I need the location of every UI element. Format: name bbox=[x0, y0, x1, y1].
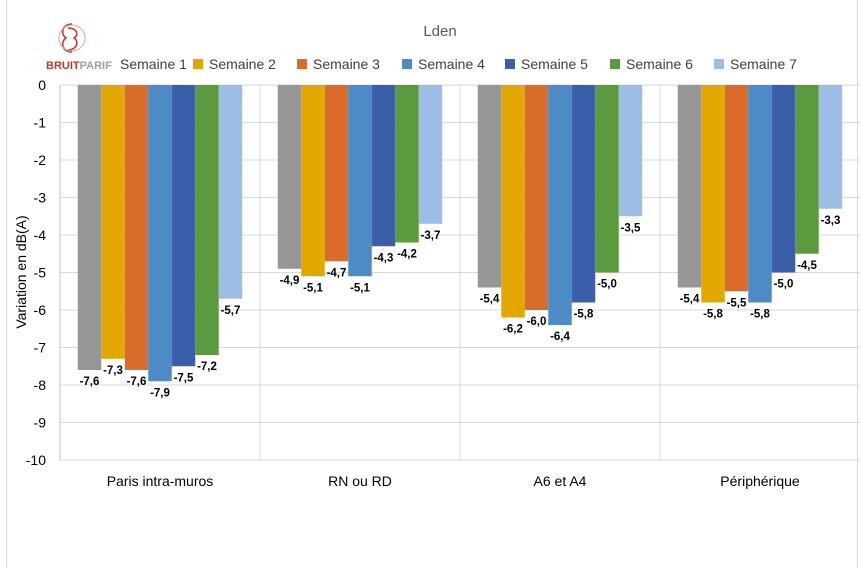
bar bbox=[371, 85, 396, 247]
bar bbox=[795, 85, 819, 254]
data-label: -5,7 bbox=[221, 305, 241, 317]
data-label: -7,6 bbox=[127, 376, 147, 388]
bar bbox=[324, 85, 349, 262]
y-tick-label: -6 bbox=[34, 302, 47, 318]
bar bbox=[218, 85, 243, 299]
data-label: -5,1 bbox=[303, 282, 323, 294]
data-label: -7,9 bbox=[150, 387, 170, 399]
data-label: -7,3 bbox=[103, 365, 123, 377]
legend-label: Semaine 1 bbox=[120, 56, 187, 72]
data-labels: -7,6 -4,9 -5,4 -5,4 -7,3 -5,1 -6,2 -5,8 -7,6 -4,7… bbox=[80, 215, 841, 400]
y-tick-label: 0 bbox=[38, 77, 46, 93]
data-label: -5,4 bbox=[480, 294, 500, 306]
axes: 0 -1 -2 -3 -4 -5 -6 -7 -8 -9 -10 Paris intra-muros R… bbox=[26, 77, 800, 489]
bar bbox=[101, 85, 125, 359]
legend-swatch bbox=[610, 59, 620, 69]
legend-label: Semaine 5 bbox=[521, 56, 588, 72]
y-tick-label: -1 bbox=[34, 115, 47, 131]
legend-label: Semaine 7 bbox=[730, 56, 797, 72]
logo-text: BRUITPARIF bbox=[46, 60, 112, 72]
bar bbox=[724, 85, 749, 292]
bar bbox=[148, 85, 172, 382]
data-label: -4,9 bbox=[280, 275, 300, 287]
data-label: -4,7 bbox=[327, 267, 347, 279]
bar bbox=[301, 85, 325, 277]
data-label: -7,5 bbox=[174, 372, 194, 384]
data-label: -3,7 bbox=[421, 230, 441, 242]
bar bbox=[771, 85, 796, 273]
bar bbox=[595, 85, 619, 273]
x-tick-label: A6 et A4 bbox=[534, 473, 587, 489]
bar bbox=[524, 85, 549, 310]
data-label: -6,0 bbox=[527, 316, 547, 328]
legend-label: Semaine 4 bbox=[418, 56, 485, 72]
x-tick-label: RN ou RD bbox=[328, 473, 392, 489]
bar bbox=[818, 85, 843, 209]
data-label: -5,0 bbox=[597, 279, 617, 291]
legend-swatch bbox=[505, 59, 515, 69]
y-tick-label: -5 bbox=[34, 265, 47, 281]
data-label: -7,6 bbox=[80, 376, 100, 388]
bar bbox=[501, 85, 525, 318]
chart-title: Lden bbox=[423, 23, 456, 40]
data-label: -5,1 bbox=[350, 282, 370, 294]
x-tick-label: Paris intra-muros bbox=[107, 473, 214, 489]
data-label: -5,8 bbox=[574, 309, 594, 321]
y-tick-label: -3 bbox=[34, 190, 47, 206]
data-label: -7,2 bbox=[197, 361, 217, 373]
legend-label: Semaine 3 bbox=[313, 56, 380, 72]
legend: Semaine 1 Semaine 2 Semaine 3 Semaine 4 Sema… bbox=[104, 56, 797, 72]
legend-swatch bbox=[297, 59, 307, 69]
data-label: -5,0 bbox=[774, 279, 794, 291]
legend-label: Semaine 6 bbox=[626, 56, 693, 72]
y-tick-label: -4 bbox=[34, 227, 47, 243]
data-label: -5,8 bbox=[750, 309, 770, 321]
data-label: -5,5 bbox=[727, 297, 747, 309]
bar bbox=[618, 85, 643, 217]
bar bbox=[571, 85, 596, 303]
chart-frame bbox=[6, 0, 858, 568]
data-label: -6,2 bbox=[503, 324, 523, 336]
bar bbox=[348, 85, 372, 277]
data-label: -5,4 bbox=[680, 294, 700, 306]
data-label: -4,2 bbox=[397, 249, 417, 261]
y-tick-label: -8 bbox=[34, 377, 47, 393]
bar bbox=[277, 85, 302, 269]
bar bbox=[195, 85, 219, 355]
bruitparif-logo: BRUITPARIF bbox=[44, 16, 116, 74]
y-tick-label: -10 bbox=[26, 452, 46, 468]
y-tick-label: -2 bbox=[34, 152, 47, 168]
bar bbox=[748, 85, 772, 303]
logo-mark-icon bbox=[58, 23, 86, 53]
y-axis-label: Variation en dB(A) bbox=[13, 215, 29, 328]
legend-swatch bbox=[714, 59, 724, 69]
data-label: -6,4 bbox=[550, 331, 570, 343]
legend-swatch bbox=[402, 59, 412, 69]
y-tick-label: -7 bbox=[34, 340, 47, 356]
legend-label: Semaine 2 bbox=[209, 56, 276, 72]
bar bbox=[701, 85, 725, 303]
bar bbox=[418, 85, 443, 224]
legend-swatch bbox=[193, 59, 203, 69]
data-label: -3,3 bbox=[821, 215, 841, 227]
data-label: -4,3 bbox=[374, 252, 394, 264]
x-tick-label: Périphérique bbox=[720, 473, 800, 489]
bar bbox=[677, 85, 702, 288]
bar bbox=[395, 85, 419, 243]
data-label: -3,5 bbox=[621, 222, 641, 234]
bar bbox=[477, 85, 502, 288]
bar bbox=[548, 85, 572, 325]
data-label: -4,5 bbox=[797, 260, 817, 272]
bar bbox=[171, 85, 196, 367]
bar bbox=[77, 85, 102, 370]
bar bbox=[124, 85, 149, 370]
data-label: -5,8 bbox=[703, 309, 723, 321]
bars bbox=[77, 85, 843, 382]
y-tick-label: -9 bbox=[34, 415, 47, 431]
